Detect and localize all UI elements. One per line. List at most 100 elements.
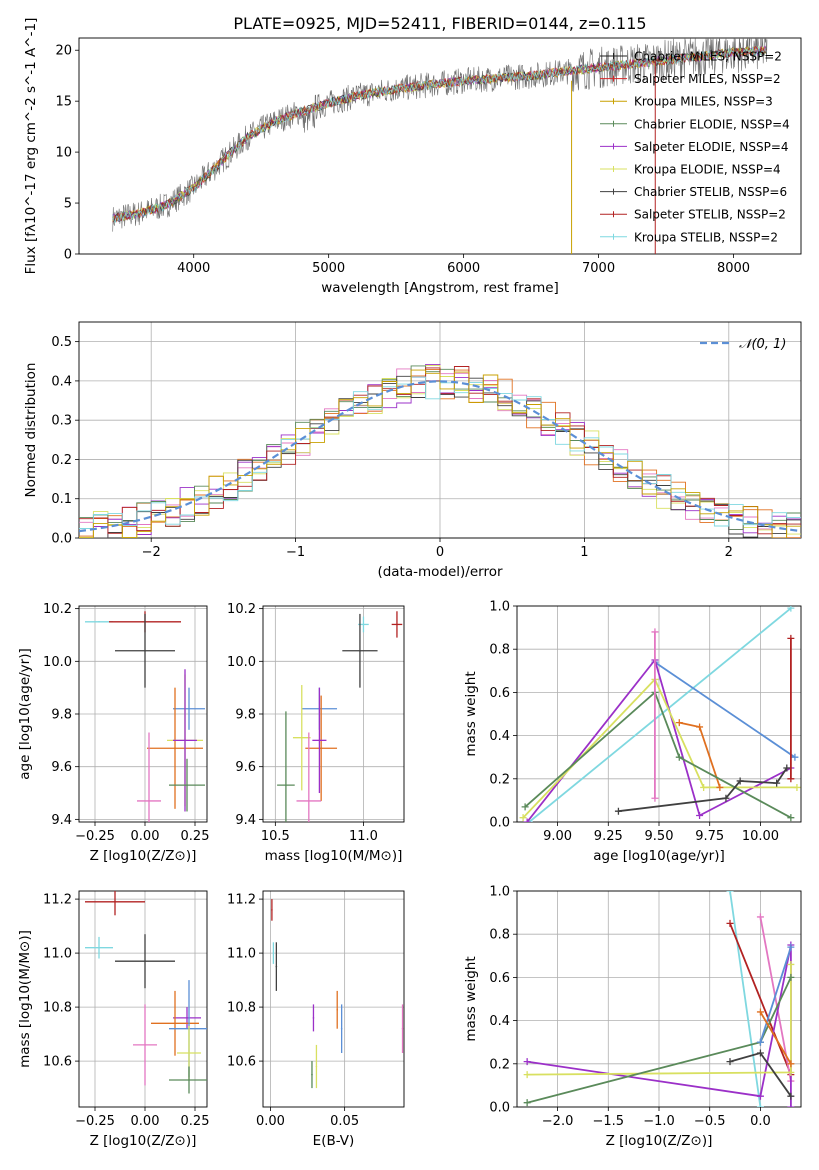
y-axis-label: mass [log10(M/M⊙)] — [17, 930, 33, 1068]
y-tick-label: 0.6 — [489, 686, 510, 701]
y-tick-label: 5 — [64, 197, 72, 212]
y-tick-label: 9.6 — [235, 760, 256, 775]
data-point — [144, 649, 146, 652]
y-tick-label: 11.0 — [43, 947, 72, 962]
series-marker — [787, 1060, 795, 1068]
y-tick-label: 11.2 — [43, 893, 72, 908]
x-tick-label: 2 — [725, 545, 733, 560]
series-line-8 — [759, 1011, 792, 1065]
x-tick-label: −0.25 — [75, 1114, 115, 1129]
series-marker — [675, 719, 683, 727]
y-tick-label: 9.6 — [51, 760, 72, 775]
y-tick-label: 0.0 — [489, 1101, 510, 1116]
series-marker — [519, 814, 527, 822]
axes-frame — [78, 37, 802, 255]
y-tick-label: 0.5 — [51, 335, 72, 350]
data-point — [271, 909, 273, 911]
series-marker — [523, 818, 531, 822]
x-axis-label: wavelength [Angstrom, rest frame] — [321, 280, 559, 296]
y-tick-label: 10.6 — [227, 1055, 256, 1070]
series-marker — [614, 807, 622, 815]
spectrum-traces — [112, 38, 768, 254]
data-point — [186, 1017, 188, 1019]
data-point — [311, 1073, 313, 1076]
x-tick-label: 8000 — [717, 261, 750, 276]
y-tick-label: 0.3 — [51, 414, 72, 429]
data-point — [401, 1027, 404, 1030]
series-marker — [651, 628, 659, 636]
series-marker — [791, 753, 799, 761]
panel-mass-vs-ebv: 0.00 0.05 10.6 10.8 11.0 11.2 E(B-V) — [227, 890, 405, 1149]
data-point — [359, 649, 361, 652]
series-line-7 — [759, 946, 792, 1043]
legend-entry: Salpeter STELIB, NSSP=2 — [634, 208, 786, 222]
x-tick-label: −1.0 — [643, 1114, 675, 1129]
y-tick-label: 10.0 — [43, 655, 72, 670]
data-point — [184, 739, 186, 742]
data-point — [144, 960, 146, 962]
histogram-line-7 — [79, 376, 801, 529]
data-point — [340, 1027, 343, 1030]
y-tick-label: 0.4 — [489, 729, 510, 744]
panel-weight-vs-age: 9.00 9.25 9.50 9.75 10.00 0.0 0.2 0.4 0.6 0.8 1.0 a… — [463, 600, 802, 864]
series-line-6 — [618, 767, 788, 813]
figure-title: PLATE=0925, MJD=52411, FIBERID=0144, z=0… — [233, 14, 646, 33]
x-axis-label: mass [log10(M/M⊙)] — [265, 848, 403, 864]
y-tick-label: 0.6 — [489, 971, 510, 986]
panel-age-vs-Z: −0.25 0.00 0.25 9.4 9.6 9.8 10.0 10.2 Z [log10(Z… — [17, 602, 210, 864]
x-tick-label: 0.05 — [330, 1114, 359, 1129]
x-tick-label: 9.00 — [543, 829, 572, 844]
y-tick-label: 1.0 — [489, 885, 510, 900]
series-marker — [726, 919, 734, 927]
series-marker — [521, 803, 529, 811]
data-point — [98, 621, 100, 623]
y-axis-label: mass weight — [463, 671, 479, 756]
y-tick-label: 0.2 — [489, 772, 510, 787]
data-point — [114, 901, 116, 903]
x-tick-label: 0.25 — [181, 829, 210, 844]
x-tick-label: 10.00 — [742, 829, 779, 844]
legend-entry: Kroupa MILES, NSSP=3 — [634, 95, 773, 109]
series-marker — [756, 1008, 764, 1016]
series-marker — [722, 794, 730, 802]
x-axis-label: E(B-V) — [313, 1133, 355, 1149]
legend-entry: Salpeter ELODIE, NSSP=4 — [634, 140, 789, 154]
series-marker — [787, 814, 795, 822]
panel-age-vs-mass: 10.5 11.0 9.4 9.6 9.8 10.0 10.2 mass [log10(M/M… — [227, 602, 405, 864]
x-tick-label: 0.00 — [131, 829, 160, 844]
x-tick-label: 0.00 — [131, 1114, 160, 1129]
data-point — [362, 623, 365, 626]
gaussian-curve — [79, 380, 801, 533]
y-tick-label: 0.2 — [51, 453, 72, 468]
data-point — [188, 1052, 190, 1054]
x-tick-label: 0.00 — [256, 1114, 285, 1129]
data-point — [144, 1044, 146, 1046]
series-marker — [787, 634, 795, 642]
y-tick-label: 0.8 — [489, 928, 510, 943]
errorbars-age-vs-mass — [277, 611, 403, 822]
model-line-8 — [112, 46, 767, 224]
series-marker — [523, 1099, 531, 1107]
y-tick-label: 10.2 — [227, 602, 256, 617]
series-marker — [773, 779, 781, 787]
y-tick-label: 11.0 — [227, 947, 256, 962]
x-tick-label: 9.25 — [594, 829, 623, 844]
y-axis-label: Flux [fλ10^-17 erg cm^-2 s^-1 A^-1] — [23, 18, 39, 275]
y-axis-label: Normed distribution — [23, 363, 39, 498]
series-marker — [700, 783, 708, 791]
x-tick-label: 5000 — [312, 261, 345, 276]
residual-histograms — [79, 363, 801, 538]
axes-frame — [262, 605, 405, 823]
series-marker — [523, 1058, 531, 1066]
series-line-1 — [654, 661, 796, 758]
x-tick-label: −1 — [286, 545, 305, 560]
y-tick-label: 9.8 — [235, 708, 256, 723]
series-marker — [783, 764, 791, 772]
series-marker — [696, 812, 704, 820]
data-point — [312, 1017, 315, 1019]
x-axis-label: (data-model)/error — [377, 564, 503, 580]
x-tick-label: 10.5 — [261, 829, 290, 844]
y-tick-label: 9.8 — [51, 708, 72, 723]
data-point — [188, 1079, 190, 1081]
